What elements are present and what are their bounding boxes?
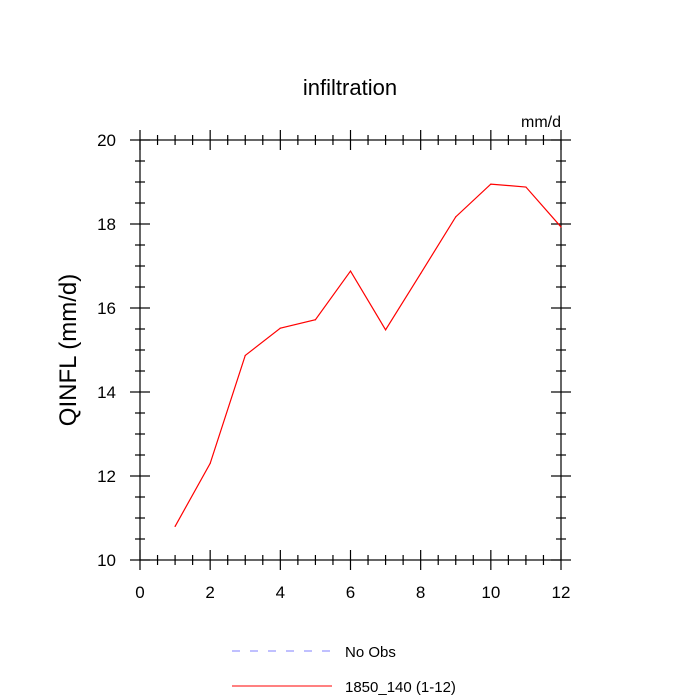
plot-frame: [139, 139, 562, 561]
x-tick-label: 2: [205, 583, 214, 602]
y-tick-label: 20: [97, 131, 116, 150]
data-point: [279, 327, 281, 329]
series-layer: [174, 183, 562, 528]
y-tick-label: 18: [97, 215, 116, 234]
x-tick-label: 0: [135, 583, 144, 602]
x-tick-label: 4: [276, 583, 285, 602]
legend-entry: No Obs: [345, 644, 396, 661]
data-point: [560, 226, 562, 228]
x-tick-label: 8: [416, 583, 425, 602]
data-point: [490, 183, 492, 185]
data-point: [420, 272, 422, 275]
chart-title: infiltration: [303, 75, 397, 100]
y-tick-label: 10: [97, 551, 116, 570]
legend-entry: 1850_140 (1-12): [345, 679, 456, 696]
data-point: [244, 354, 246, 357]
data-point: [384, 329, 387, 331]
data-point: [455, 216, 457, 218]
units-label: mm/d: [521, 114, 561, 131]
data-point: [314, 319, 317, 321]
series-line-1: [174, 183, 562, 527]
y-axis-label: QINFL (mm/d): [55, 274, 82, 426]
x-tick-label: 6: [346, 583, 355, 602]
data-point: [349, 270, 352, 272]
x-tick-label: 10: [481, 583, 500, 602]
axis-ticks: [130, 130, 571, 570]
legend: No Obs 1850_140 (1-12): [232, 644, 456, 696]
axis-tick-labels: 0 2 4 6 8 10 12 10 12 14 16 18 20: [97, 131, 570, 602]
data-point: [209, 462, 211, 464]
y-tick-label: 16: [97, 299, 116, 318]
y-tick-label: 12: [97, 467, 116, 486]
data-point: [525, 186, 527, 188]
y-tick-label: 14: [97, 383, 116, 402]
data-point: [174, 525, 176, 528]
x-tick-label: 12: [552, 583, 571, 602]
